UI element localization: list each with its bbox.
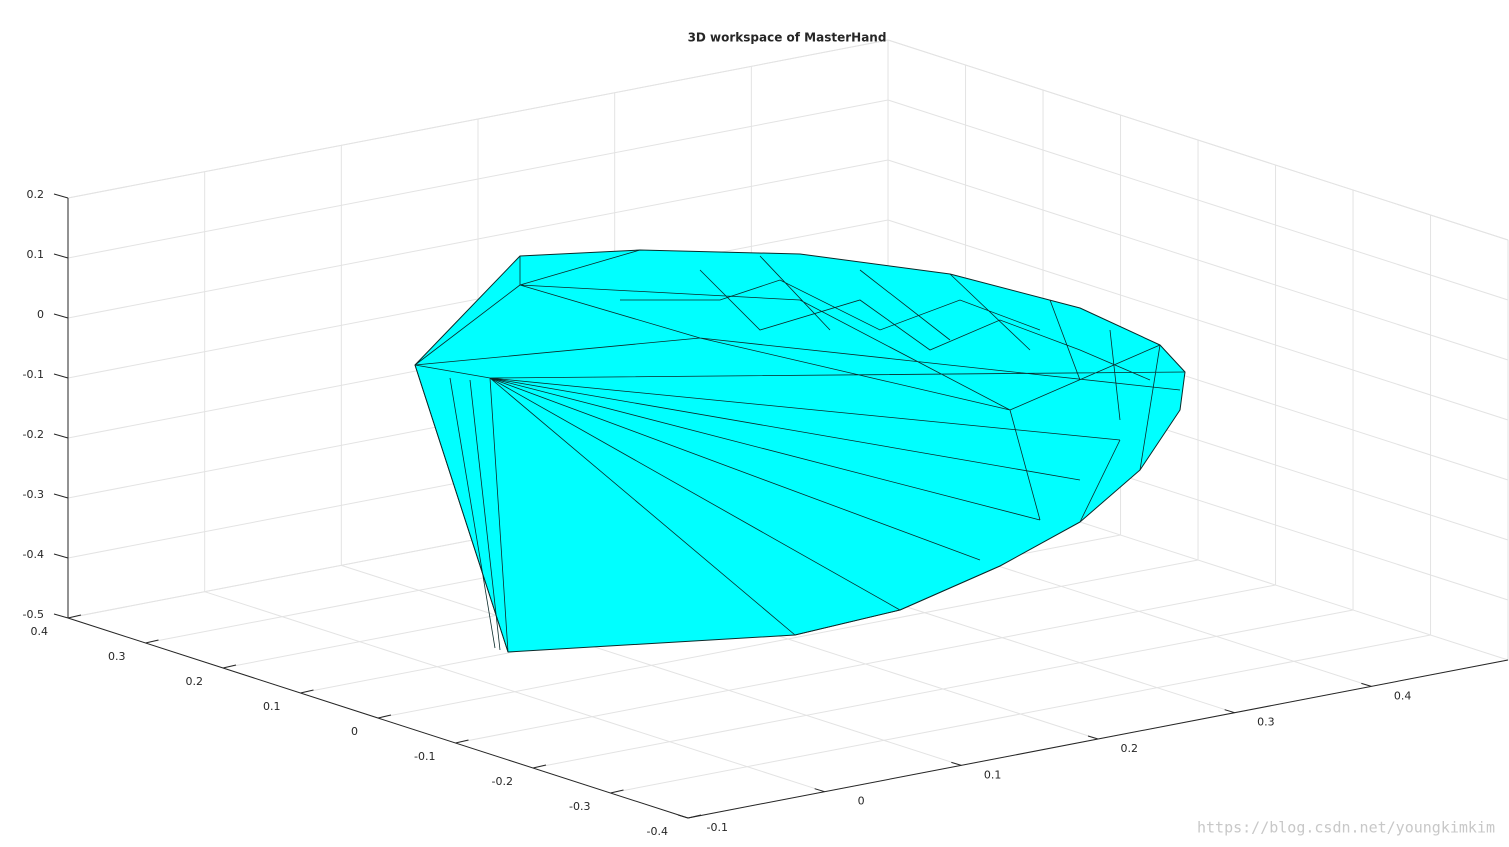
y-tick-label: 0 bbox=[351, 725, 358, 738]
y-tick-label: 0.4 bbox=[31, 625, 49, 638]
z-tick-label: -0.5 bbox=[23, 608, 44, 621]
y-tick bbox=[610, 789, 624, 794]
x-tick-label: 0 bbox=[858, 795, 865, 808]
grid-line bbox=[610, 634, 1431, 794]
grid-line bbox=[532, 609, 1354, 769]
z-tick bbox=[53, 433, 69, 439]
y-tick-label: -0.4 bbox=[647, 825, 668, 838]
grid-line bbox=[887, 99, 1509, 301]
y-tick bbox=[222, 664, 237, 669]
grid-line bbox=[887, 39, 1509, 241]
grid-line bbox=[67, 99, 889, 259]
y-tick-label: 0.3 bbox=[108, 650, 126, 663]
watermark: https://blog.csdn.net/youngkimkim bbox=[1197, 819, 1495, 837]
workspace-hull bbox=[414, 249, 1186, 653]
z-tick bbox=[53, 313, 69, 319]
y-tick bbox=[532, 764, 547, 769]
x-tick-label: 0.1 bbox=[984, 768, 1002, 781]
chart-title: 3D workspace of MasterHand bbox=[688, 31, 887, 45]
grid-line bbox=[887, 219, 1509, 421]
x-tick bbox=[677, 814, 689, 819]
grid-line bbox=[67, 159, 889, 319]
z-tick-label: -0.4 bbox=[23, 548, 44, 561]
x-tick-label: 0.3 bbox=[1257, 716, 1275, 729]
grid-line bbox=[377, 559, 1199, 719]
hull-surface bbox=[414, 249, 1186, 653]
y-tick bbox=[145, 639, 159, 644]
y-tick-label: 0.1 bbox=[263, 700, 281, 713]
x-tick-label: 0.2 bbox=[1121, 742, 1139, 755]
x-tick bbox=[951, 761, 962, 766]
y-tick bbox=[455, 739, 469, 744]
x-tick bbox=[1361, 682, 1372, 687]
z-tick bbox=[53, 193, 69, 199]
y-tick bbox=[377, 714, 392, 719]
grid-line bbox=[887, 159, 1509, 361]
hull-edges bbox=[414, 249, 1186, 653]
x-tick bbox=[1224, 709, 1235, 714]
z-tick bbox=[53, 493, 69, 499]
grid-line bbox=[67, 39, 889, 199]
z-tick-label: -0.1 bbox=[23, 368, 44, 381]
y-tick bbox=[300, 689, 314, 694]
y-tick bbox=[67, 614, 82, 619]
x-tick bbox=[1087, 735, 1099, 740]
y-tick-label: -0.2 bbox=[492, 775, 513, 788]
z-tick bbox=[53, 613, 69, 619]
grid-line bbox=[455, 584, 1276, 744]
y-tick-label: -0.1 bbox=[414, 750, 435, 763]
z-tick-label: 0 bbox=[37, 308, 44, 321]
y-tick-label: -0.3 bbox=[569, 800, 590, 813]
z-tick bbox=[53, 553, 69, 559]
x-tick-label: 0.4 bbox=[1394, 689, 1412, 702]
y-tick-label: 0.2 bbox=[186, 675, 204, 688]
y-tick bbox=[687, 814, 702, 819]
z-tick-label: -0.3 bbox=[23, 488, 44, 501]
z-tick bbox=[53, 373, 69, 379]
x-tick bbox=[814, 788, 825, 793]
z-tick-label: 0.1 bbox=[27, 248, 45, 261]
z-tick-label: -0.2 bbox=[23, 428, 44, 441]
z-tick-label: 0.2 bbox=[27, 188, 45, 201]
x-tick-label: -0.1 bbox=[707, 821, 728, 834]
z-tick bbox=[53, 253, 69, 259]
